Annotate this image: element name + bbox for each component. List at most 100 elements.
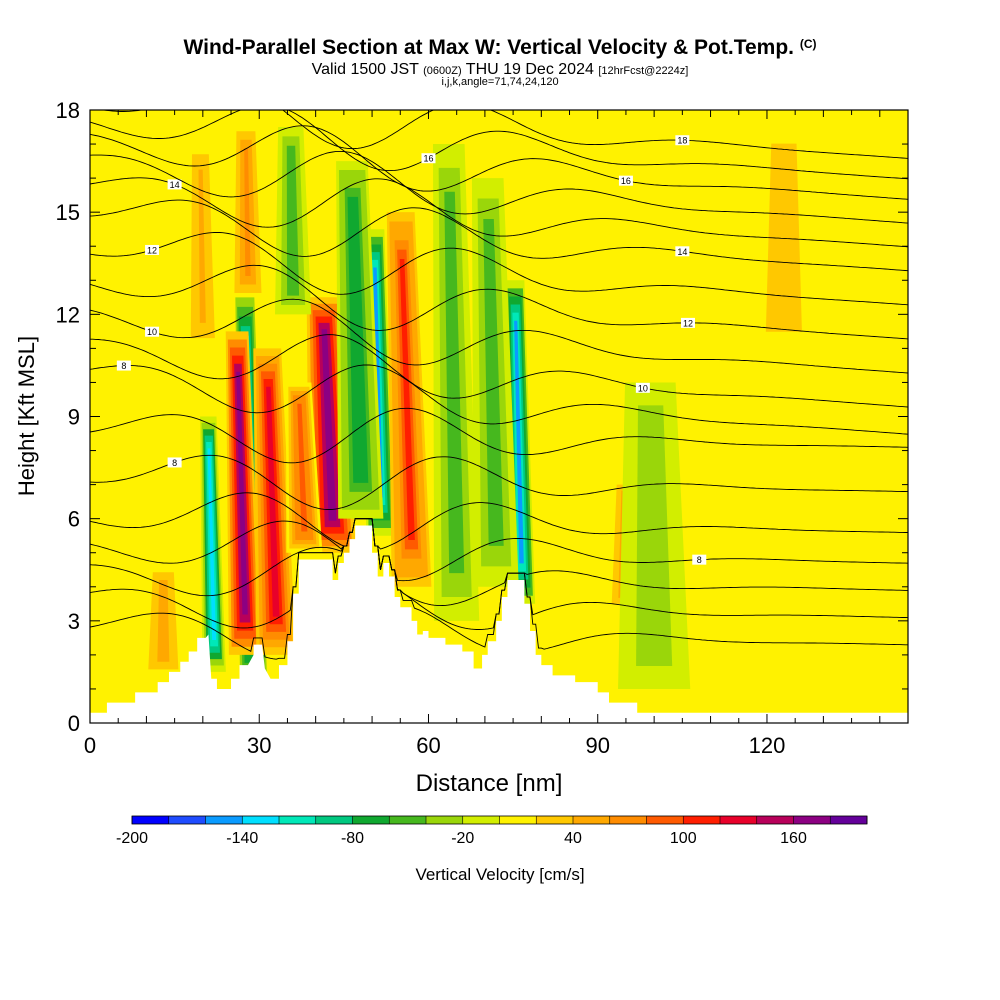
theta-label-bg: [692, 554, 707, 565]
chart-subtitle: Valid 1500 JST (0600Z) THU 19 Dec 2024 […: [0, 61, 1000, 79]
theta-contour-line: [90, 518, 908, 630]
theta-contour-label: 12: [683, 318, 693, 328]
velocity-band-7: [350, 205, 365, 474]
velocity-band-1: [207, 448, 217, 640]
colorbar-swatch: [132, 816, 170, 824]
theta-contour-label: 16: [423, 154, 433, 164]
velocity-band-6: [373, 267, 383, 498]
theta-contour-label: 18: [677, 136, 687, 146]
theta-label-bg: [145, 244, 160, 255]
colorbar-swatch: [793, 816, 831, 824]
theta-contour-line: [90, 199, 908, 272]
terrain: [90, 525, 908, 723]
copyright-mark: (C): [799, 37, 817, 51]
colorbar-swatch: [315, 816, 353, 824]
x-axis-label: Distance [nm]: [416, 770, 563, 797]
velocity-band-15: [244, 148, 251, 277]
velocity-band-18: [777, 154, 790, 321]
x-tick-label: 30: [247, 733, 271, 758]
velocity-band-3: [266, 386, 280, 617]
colorbar-swatch: [756, 816, 794, 824]
colorbar-swatch: [573, 816, 611, 824]
theta-label-bg: [680, 317, 695, 328]
colorbar-tick-label: 40: [564, 830, 582, 847]
theta-contour-label: 10: [638, 383, 648, 393]
velocity-band-17: [160, 582, 167, 660]
theta-label-bg: [116, 360, 131, 371]
y-tick-label: 15: [56, 200, 80, 225]
y-tick-label: 18: [56, 98, 80, 123]
x-tick-label: 90: [585, 733, 609, 758]
valid-date: THU 19 Dec 2024: [465, 61, 594, 78]
theta-contour-line: [90, 364, 908, 435]
y-tick-label: 3: [68, 609, 80, 634]
theta-contour-line: [90, 110, 908, 180]
theta-label-bg: [421, 153, 436, 164]
y-tick-label: 0: [68, 711, 80, 736]
colorbar-tick-label: 160: [780, 830, 807, 847]
valid-utc: (0600Z): [423, 65, 462, 77]
theta-contour-label: 16: [621, 176, 631, 186]
theta-contour-line: [90, 150, 908, 224]
colorbar-tick-label: 100: [670, 830, 697, 847]
velocity-band-14: [288, 150, 297, 291]
theta-contour-line: [100, 110, 908, 159]
theta-contour-line: [90, 407, 908, 464]
velocity-band-11: [486, 229, 500, 536]
colorbar-label: Vertical Velocity [cm/s]: [415, 865, 584, 884]
y-tick-label: 12: [56, 302, 80, 327]
colorbar-swatch: [279, 816, 317, 824]
velocity-band-4: [321, 329, 337, 521]
theta-contour-label: 14: [170, 180, 180, 190]
velocity-band-9: [447, 203, 461, 562]
x-tick-label: 60: [416, 733, 440, 758]
velocity-band-8: [399, 258, 415, 540]
theta-contour-label: 8: [121, 361, 126, 371]
colorbar-swatch: [609, 816, 647, 824]
colorbar-swatch: [242, 816, 280, 824]
colorbar-swatch: [646, 816, 684, 824]
colorbar-tick-label: -200: [116, 830, 148, 847]
theta-contour-line: [90, 232, 908, 306]
y-tick-label: 6: [68, 507, 80, 532]
colorbar-swatch: [389, 816, 427, 824]
colorbar-tick-label: -140: [226, 830, 258, 847]
colorbar-swatch: [205, 816, 243, 824]
section-indices: i,j,k,angle=71,74,24,120: [441, 76, 559, 88]
velocity-band-16: [198, 169, 206, 323]
theta-label-bg: [167, 179, 182, 190]
x-tick-label: 0: [84, 733, 96, 758]
velocity-band-13: [646, 420, 661, 651]
colorbar-swatch: [499, 816, 537, 824]
theta-label-bg: [675, 246, 690, 257]
colorbar-swatch: [720, 816, 758, 824]
theta-contour-label: 8: [697, 555, 702, 565]
colorbar-tick-label: -20: [451, 830, 474, 847]
velocity-field: [90, 110, 908, 723]
chart-title-text: Wind-Parallel Section at Max W: Vertical…: [183, 36, 794, 59]
theta-contour-line: [90, 298, 908, 374]
theta-contour-label: 14: [677, 247, 687, 257]
theta-label-bg: [167, 457, 182, 468]
colorbar-swatch: [536, 816, 574, 824]
theta-label-bg: [145, 326, 160, 337]
colorbar-swatch: [683, 816, 721, 824]
colorbar-swatch: [168, 816, 206, 824]
theta-contour-line: [90, 334, 908, 408]
colorbar-swatch: [830, 816, 868, 824]
theta-label-bg: [675, 135, 690, 146]
chart-title: Wind-Parallel Section at Max W: Vertical…: [0, 36, 1000, 60]
theta-label-bg: [635, 382, 650, 393]
colorbar-swatch: [352, 816, 390, 824]
theta-contour-label: 8: [172, 458, 177, 468]
velocity-band-10: [514, 320, 524, 564]
theta-contour-line: [90, 454, 908, 510]
theta-contours: 8 8 8 10 10 12 12 14 14 16 16 18: [90, 110, 908, 660]
theta-contour-line: [90, 518, 908, 582]
theta-contour-line: [90, 177, 908, 248]
theta-contour-line: [90, 518, 908, 607]
colorbar-swatch: [462, 816, 500, 824]
forecast-info: [12hrFcst@2224z]: [598, 65, 689, 77]
colorbar-swatch: [426, 816, 464, 824]
